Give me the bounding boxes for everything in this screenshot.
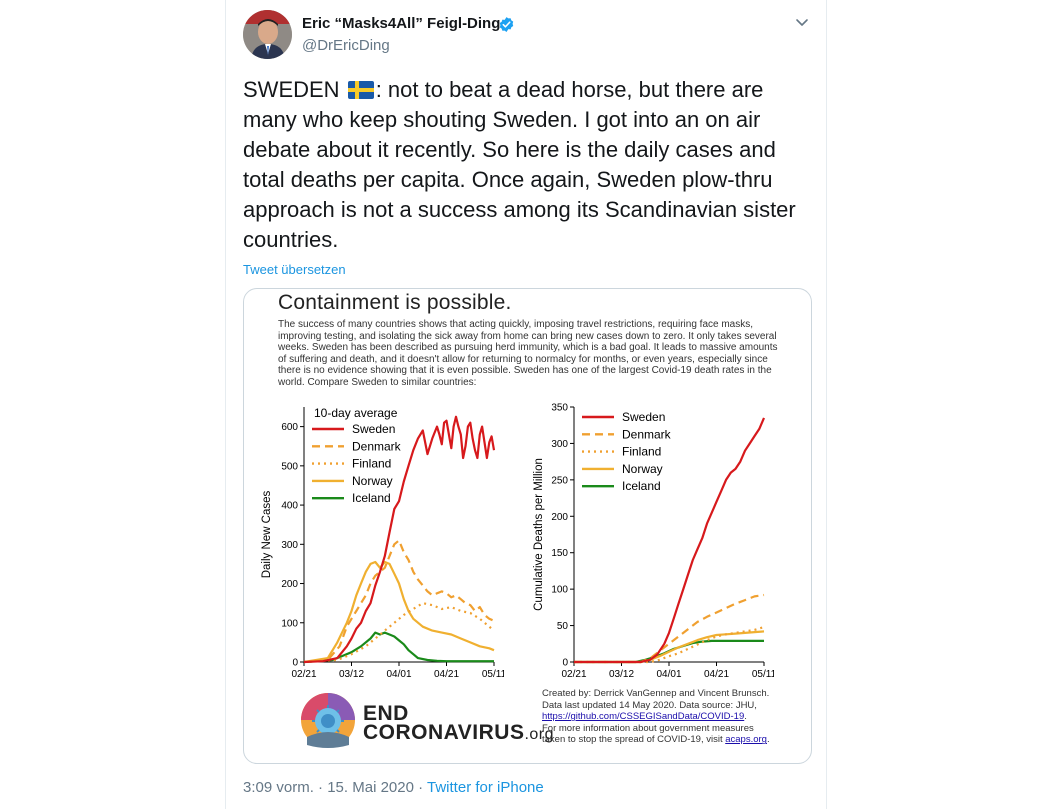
y-tick-label: 50 <box>557 621 569 632</box>
verified-badge-icon <box>499 17 514 32</box>
legend-label: Sweden <box>352 422 395 436</box>
avatar[interactable] <box>243 10 292 59</box>
tweet-image[interactable]: Containment is possible. The success of … <box>243 288 812 764</box>
x-tick-label: 04/01 <box>386 669 411 680</box>
tweet-footer: 3:09 vorm. · 15. Mai 2020 · Twitter for … <box>243 779 544 796</box>
y-tick-label: 600 <box>281 422 298 433</box>
deaths-per-million-chart: 0 50 100 150 200 250 300 350 02/21 03/12 04/01 04/2… <box>533 403 774 681</box>
legend-label: Finland <box>352 457 391 471</box>
y-tick-label: 100 <box>281 618 298 629</box>
tweet-card: Eric “Masks4All” Feigl-Ding @DrEricDing … <box>225 0 827 809</box>
credits-link: https://github.com/CSSEGISandData/COVID-… <box>542 711 745 723</box>
image-credits: Created by: Derrick VanGennep and Vincen… <box>542 688 802 746</box>
legend-label: Sweden <box>622 410 665 424</box>
credits-line: Created by: Derrick VanGennep and Vincen… <box>542 688 770 699</box>
chevron-down-icon[interactable] <box>794 14 810 30</box>
daily-cases-chart: 0 100 200 300 400 500 600 02/21 03/12 04/01 04/21 0… <box>261 406 504 680</box>
logo-text-coronavirus: CORONAVIRUS.org <box>363 721 554 745</box>
x-tick-label: 04/01 <box>656 669 681 680</box>
y-tick-label: 250 <box>551 475 568 486</box>
legend-label: Denmark <box>352 439 402 453</box>
series-line-sweden <box>574 417 766 664</box>
x-tick-label: 05/11 <box>482 669 504 680</box>
credits-line: taken to stop the spread of COVID-19, vi… <box>542 734 723 746</box>
x-tick-label: 04/21 <box>704 669 729 680</box>
y-tick-label: 300 <box>551 439 568 450</box>
tweet-text: SWEDEN : not to beat a dead horse, but t… <box>243 75 818 255</box>
end-coronavirus-logo-icon <box>301 693 355 748</box>
author-handle[interactable]: @DrEricDing <box>302 37 390 54</box>
tweet-text-start: SWEDEN <box>243 77 340 102</box>
series-line-norway <box>303 560 495 664</box>
series-line-norway <box>574 630 765 664</box>
x-tick-label: 02/21 <box>291 669 316 680</box>
tweet-time[interactable]: 3:09 vorm. <box>243 779 314 796</box>
tweet-date[interactable]: 15. Mai 2020 <box>327 779 414 796</box>
chart-subtitle: 10-day average <box>314 406 398 420</box>
series-line-denmark <box>303 539 495 664</box>
logo-text-main: CORONAVIRUS <box>363 721 525 744</box>
footer-separator: · <box>413 779 428 796</box>
y-tick-label: 200 <box>281 579 298 590</box>
image-paragraph: The success of many countries shows that… <box>278 319 778 388</box>
series-line-finland <box>574 625 765 664</box>
author-name[interactable]: Eric “Masks4All” Feigl-Ding <box>302 15 501 32</box>
y-tick-label: 0 <box>292 658 298 669</box>
y-axis-label: Cumulative Deaths per Million <box>533 458 545 611</box>
x-tick-label: 05/11 <box>752 669 774 680</box>
logo-text-end: END <box>363 702 409 725</box>
series-line-denmark <box>574 593 765 664</box>
legend-label: Denmark <box>622 427 672 441</box>
y-tick-label: 0 <box>562 658 568 669</box>
y-tick-label: 300 <box>281 540 298 551</box>
legend-label: Finland <box>622 445 661 459</box>
y-axis-label: Daily New Cases <box>261 490 273 578</box>
image-title: Containment is possible. <box>278 291 512 314</box>
logo-text-suffix: .org <box>524 726 555 743</box>
credits-line: For more information about government me… <box>542 722 754 734</box>
y-tick-label: 350 <box>551 403 568 414</box>
series-line-iceland <box>303 631 494 664</box>
credits-link: acaps.org <box>725 734 767 746</box>
legend-label: Norway <box>352 474 393 488</box>
x-tick-label: 02/21 <box>561 669 586 680</box>
legend-label: Norway <box>622 462 663 476</box>
footer-separator: · <box>313 779 328 796</box>
sweden-flag-icon <box>347 81 374 99</box>
series-line-sweden <box>303 415 496 664</box>
y-tick-label: 150 <box>551 548 568 559</box>
y-tick-label: 200 <box>551 512 568 523</box>
y-tick-label: 400 <box>281 501 298 512</box>
x-tick-label: 03/12 <box>339 669 364 680</box>
credits-line: Data last updated 14 May 2020. Data sour… <box>542 699 757 711</box>
avatar-image <box>243 10 292 59</box>
x-tick-label: 04/21 <box>434 669 459 680</box>
y-tick-label: 100 <box>551 585 568 596</box>
translate-link[interactable]: Tweet übersetzen <box>243 262 346 277</box>
x-tick-label: 03/12 <box>609 669 634 680</box>
legend-label: Iceland <box>352 491 391 505</box>
tweet-text-body: : not to beat a dead horse, but there ar… <box>243 77 796 252</box>
tweet-source[interactable]: Twitter for iPhone <box>427 779 544 796</box>
y-tick-label: 500 <box>281 461 298 472</box>
legend-label: Iceland <box>622 479 661 493</box>
